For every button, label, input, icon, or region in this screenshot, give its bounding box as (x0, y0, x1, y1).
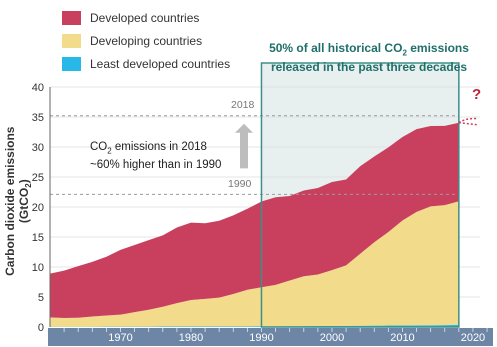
increase-annotation: CO2 emissions in 2018 ~60% higher than i… (90, 141, 222, 172)
y-tick-label-40: 40 (32, 82, 44, 94)
y-axis-label: Carbon dioxide emissions (GtCO2) (2, 126, 34, 276)
x-tick-label-1980: 1980 (179, 332, 203, 344)
reference-label-2018: 2018 (231, 99, 255, 111)
legend-label-developed: Developed countries (90, 10, 200, 25)
x-tick-label-1990: 1990 (249, 332, 273, 344)
y-tick-label-0: 0 (38, 322, 44, 334)
x-tick-label-1970: 1970 (108, 332, 132, 344)
y-tick-label-20: 20 (32, 202, 44, 214)
question-mark: ? (472, 86, 482, 103)
y-tick-label-5: 5 (38, 292, 44, 304)
legend-swatch-developed (62, 10, 81, 25)
y-tick-label-15: 15 (32, 232, 44, 244)
reference-label-1990: 1990 (228, 178, 252, 190)
area-developed-countries (50, 122, 459, 318)
x-tick-label-2010: 2010 (390, 332, 414, 344)
legend: Developed countries Developing countries… (62, 6, 230, 75)
area-developing-countries (50, 201, 459, 327)
legend-swatch-developing (62, 33, 81, 48)
x-axis-band (48, 328, 493, 346)
x-tick-label-2020: 2020 (461, 332, 485, 344)
legend-item-developing: Developing countries (62, 29, 230, 52)
legend-item-least-developed: Least developed countries (62, 52, 230, 75)
y-tick-label-10: 10 (32, 262, 44, 274)
increase-arrow (235, 123, 253, 169)
highlight-region-border (260, 62, 460, 328)
legend-swatch-least-developed (62, 56, 81, 71)
x-tick-label-2000: 2000 (320, 332, 344, 344)
legend-label-least-developed: Least developed countries (90, 56, 231, 71)
y-tick-label-25: 25 (32, 172, 44, 184)
legend-item-developed: Developed countries (62, 6, 230, 29)
y-tick-label-30: 30 (32, 142, 44, 154)
legend-label-developing: Developing countries (90, 33, 203, 48)
highlight-title: 50% of all historical CO2 emissions rele… (269, 41, 469, 75)
future-projection-curve (458, 117, 477, 126)
y-tick-label-35: 35 (32, 112, 44, 124)
